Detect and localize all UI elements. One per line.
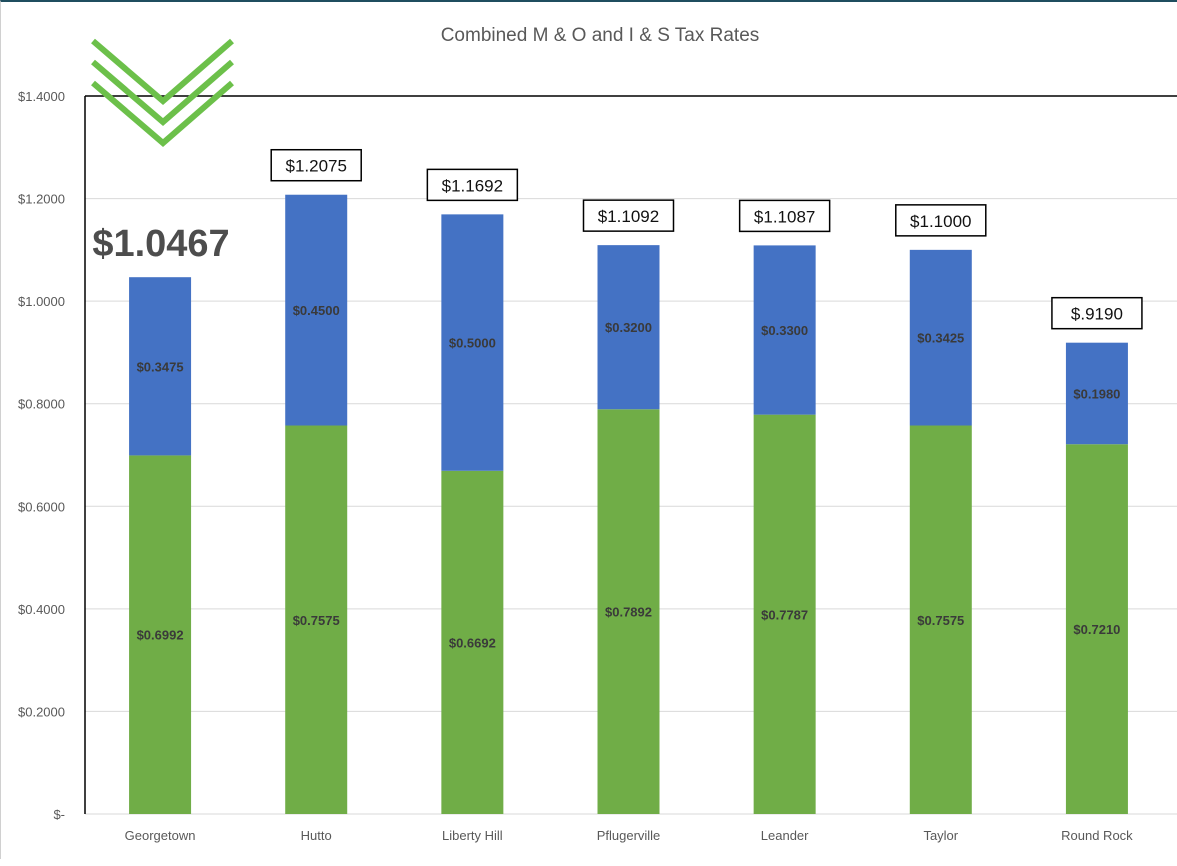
total-value-label: $1.1087 xyxy=(754,207,815,226)
segment-value-label: $0.4500 xyxy=(293,303,340,318)
segment-value-label: $0.3300 xyxy=(761,323,808,338)
bar-segment xyxy=(597,409,660,814)
total-label-box xyxy=(426,168,519,202)
segment-value-label: $0.6692 xyxy=(449,635,496,650)
segment-value-label: $0.6992 xyxy=(137,628,184,643)
y-tick-label: $1.4000 xyxy=(18,89,65,104)
x-tick-label: Liberty Hill xyxy=(442,828,503,843)
total-value-label: $1.1000 xyxy=(910,212,971,231)
segment-value-label: $0.3475 xyxy=(137,359,184,374)
total-label-box xyxy=(738,199,831,233)
total-label-box xyxy=(270,148,362,182)
total-label-box xyxy=(895,204,987,237)
y-tick-label: $1.0000 xyxy=(18,294,65,309)
x-tick-label: Georgetown xyxy=(125,828,196,843)
bar-segment xyxy=(285,425,348,814)
bar-segment xyxy=(129,277,192,456)
bar-segment xyxy=(129,455,192,814)
total-value-label: $1.1692 xyxy=(442,176,503,195)
total-labels: $1.0467 $1.2075 $1.1692 $1.1092 $1.1087 $1.10… xyxy=(92,148,1143,330)
bar-segment xyxy=(909,425,972,814)
y-tick-label: $1.2000 xyxy=(18,192,65,207)
y-tick-label: $0.8000 xyxy=(18,397,65,412)
segment-value-label: $0.7210 xyxy=(1073,622,1120,637)
total-value-label: $1.2075 xyxy=(285,157,346,176)
bars: $0.6992 $0.3475 $0.7575 $0.4500 $0.6692 $0.50… xyxy=(129,194,1128,814)
x-tick-label: Hutto xyxy=(301,828,332,843)
segment-value-label: $0.3200 xyxy=(605,320,652,335)
chart-title: Combined M & O and I & S Tax Rates xyxy=(441,25,760,46)
segment-value-label: $0.1980 xyxy=(1073,386,1120,401)
total-label-box xyxy=(1051,296,1143,330)
bar-segment xyxy=(909,249,972,426)
segment-value-label: $0.7787 xyxy=(761,607,808,622)
y-tick-label: $0.2000 xyxy=(18,704,65,719)
y-tick-label: $0.6000 xyxy=(18,499,65,514)
x-tick-label: Leander xyxy=(761,828,809,843)
bar-segment xyxy=(285,194,348,426)
triple-chevron-down-icon xyxy=(91,38,234,147)
highlight-total-label: $1.0467 xyxy=(92,223,229,265)
bar-segment xyxy=(441,470,504,814)
x-tick-label: Pflugerville xyxy=(597,828,661,843)
y-tick-label: $0.4000 xyxy=(18,602,65,617)
y-axis-ticks: $- $0.2000 $0.4000 $0.6000 $0.8000 $1.0000 $1.… xyxy=(18,89,65,822)
total-label-box xyxy=(582,199,675,232)
bar-segment xyxy=(753,245,816,415)
segment-value-label: $0.7575 xyxy=(917,613,964,628)
segment-value-label: $0.3425 xyxy=(917,331,964,346)
x-tick-label: Round Rock xyxy=(1061,828,1133,843)
bar-segment xyxy=(1065,444,1128,814)
bar-segment xyxy=(441,214,504,471)
x-axis-ticks: Georgetown Hutto Liberty Hill Pflugerville L… xyxy=(125,828,1134,843)
bar-segment xyxy=(753,414,816,814)
x-tick-label: Taylor xyxy=(923,828,958,843)
total-value-label: $.9190 xyxy=(1071,305,1123,324)
total-value-label: $1.1092 xyxy=(598,207,659,226)
bar-segment xyxy=(1065,342,1128,445)
y-tick-label: $- xyxy=(53,807,65,822)
segment-value-label: $0.5000 xyxy=(449,336,496,351)
segment-value-label: $0.7892 xyxy=(605,605,652,620)
bar-segment xyxy=(597,245,660,410)
segment-value-label: $0.7575 xyxy=(293,613,340,628)
